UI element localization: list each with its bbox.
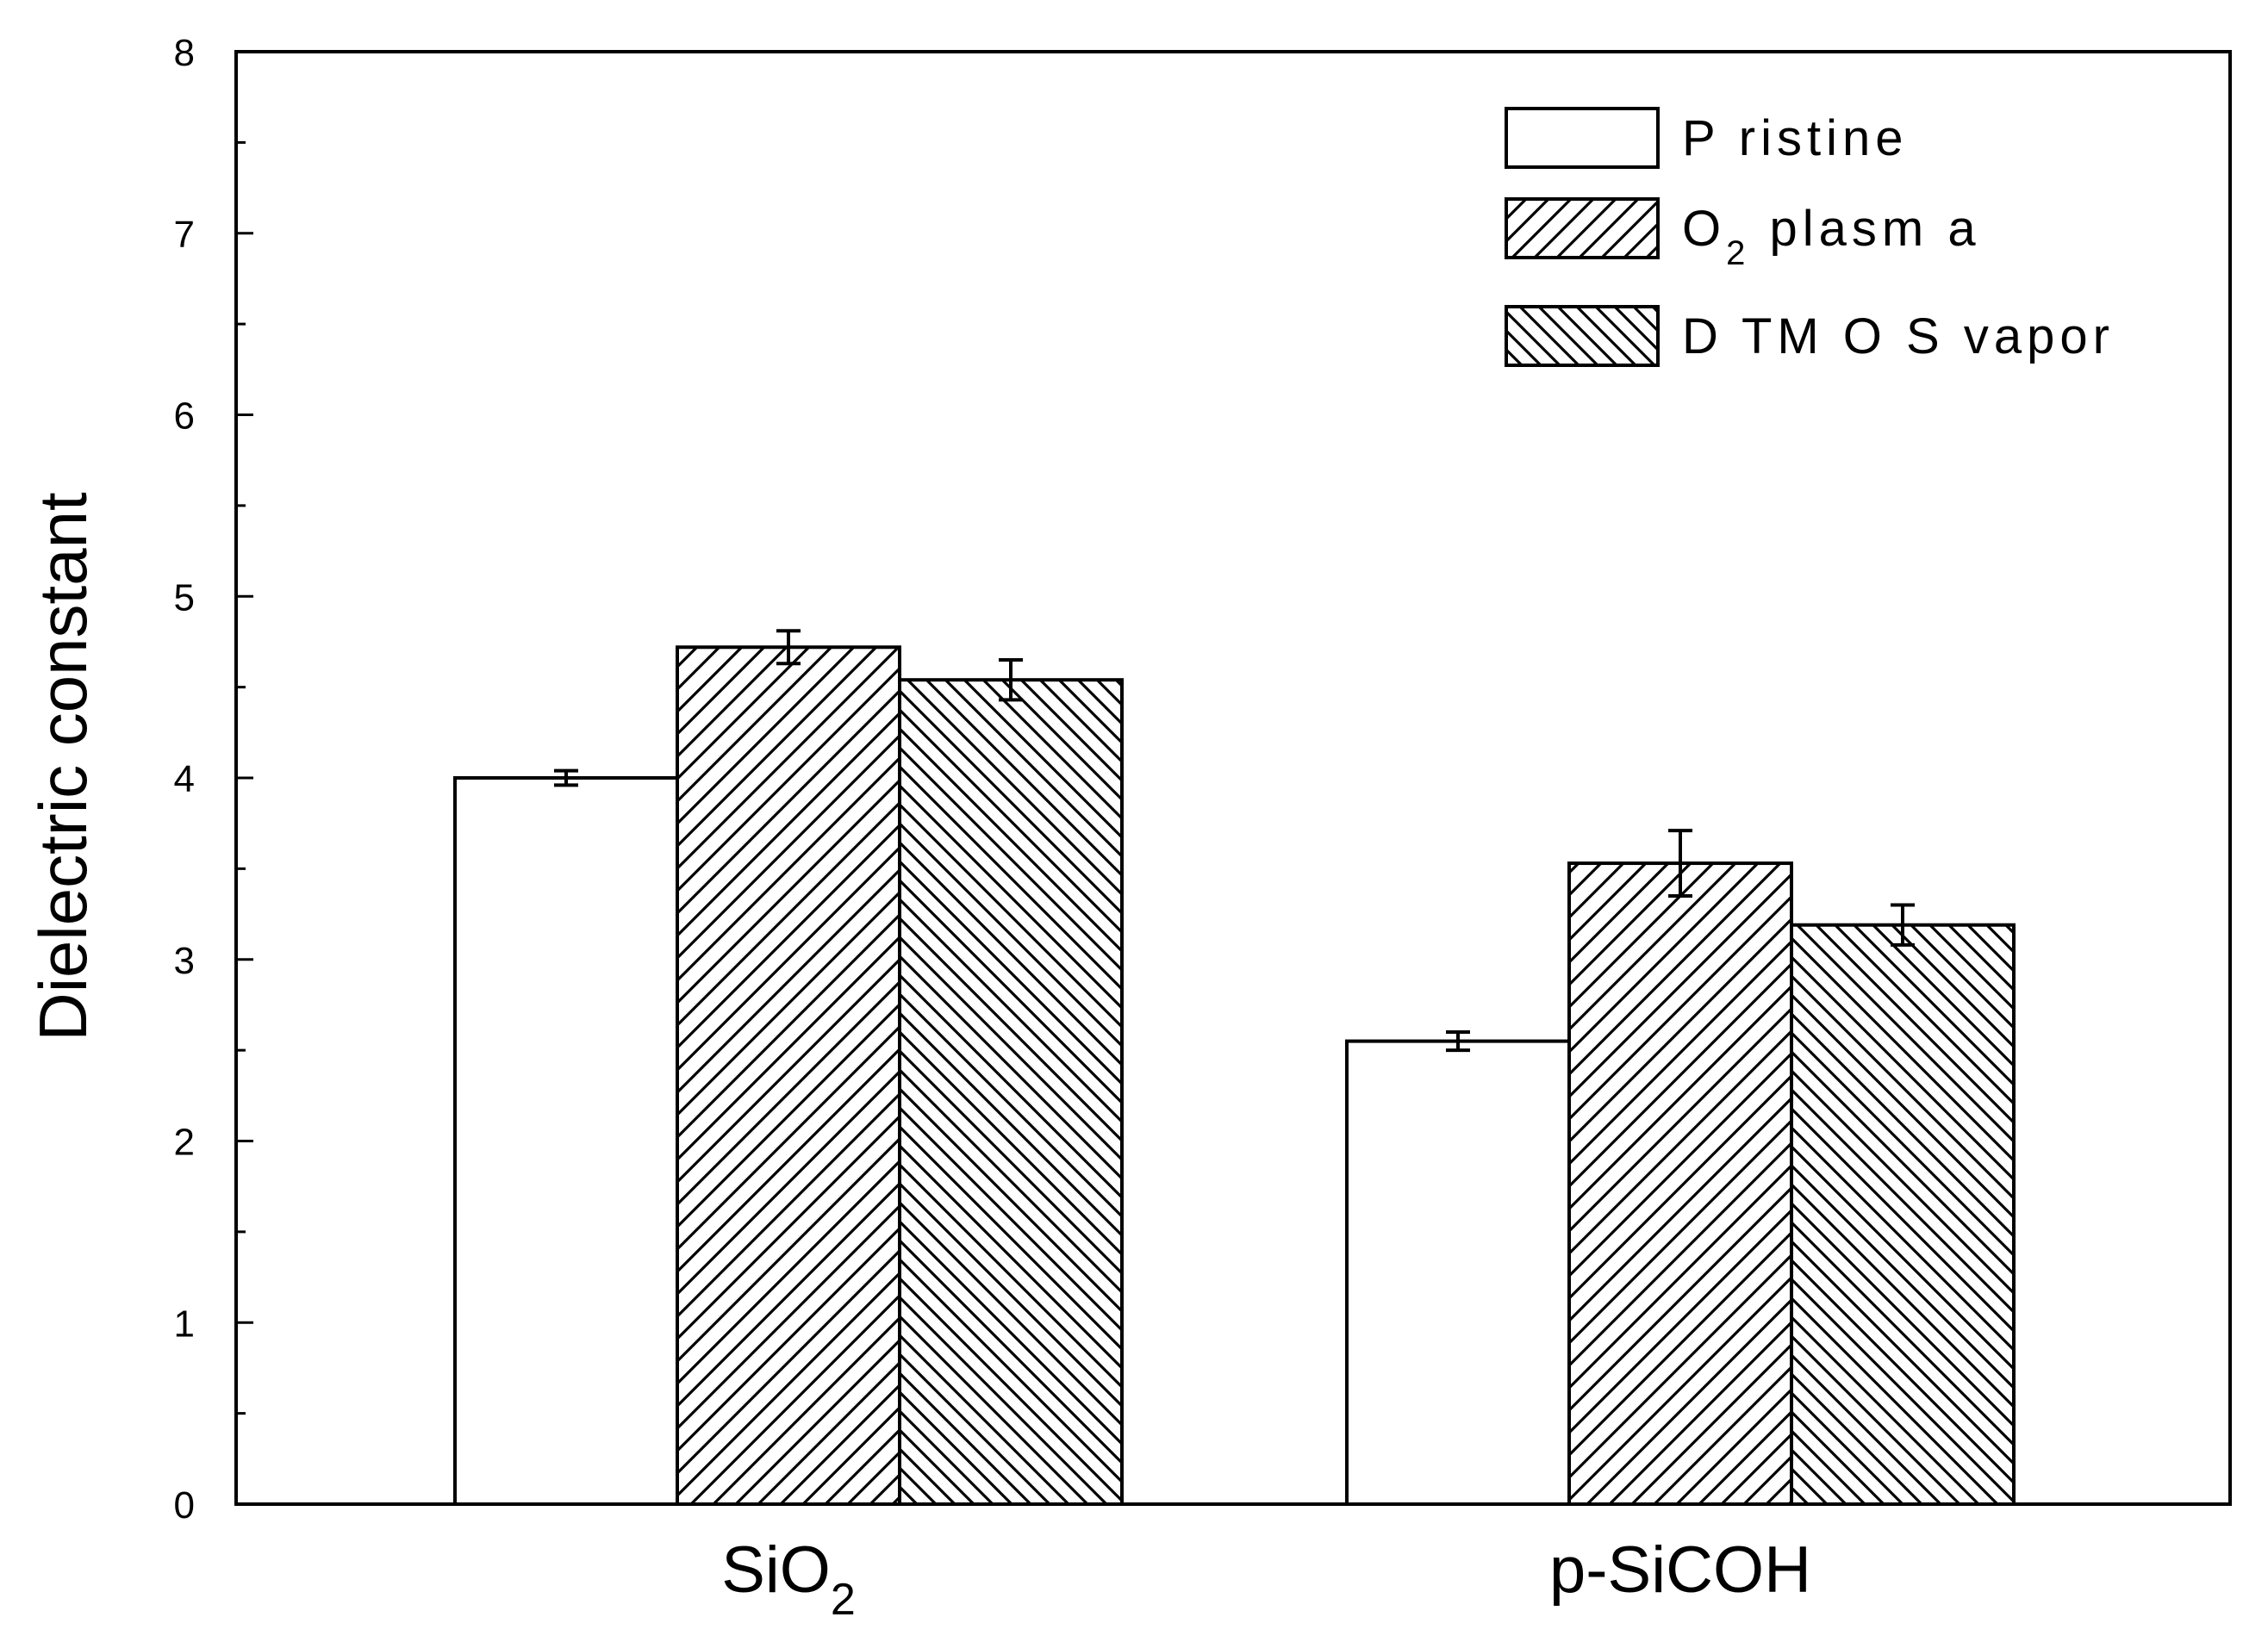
legend-item-o2-plasma: O2 plasm a: [1505, 197, 1981, 272]
y-tick-label-0: 0: [174, 1484, 195, 1527]
x-category-label-1: p-SiCOH: [1549, 1533, 1811, 1607]
legend-label: O2 plasm a: [1682, 201, 1981, 272]
legend: P ristine O2 plasm a D TM O S vapor: [1505, 107, 2115, 367]
y-tick-label-4: 4: [174, 758, 195, 800]
bar-dtmos-vapor-1: [1790, 923, 2016, 1506]
error-bar-o2-plasma-0: [776, 629, 801, 666]
y-tick-label-1: 1: [174, 1303, 195, 1345]
legend-label: P ristine: [1682, 110, 1908, 166]
error-bar-pristine-0: [554, 768, 578, 787]
error-bar-dtmos-vapor-1: [1891, 903, 1915, 947]
error-bar-dtmos-vapor-0: [999, 658, 1023, 702]
x-category-label-0: SiO2: [721, 1533, 856, 1625]
legend-swatch: [1505, 107, 1660, 169]
bar-pristine-0: [453, 776, 679, 1506]
bar-o2-plasma-0: [676, 645, 901, 1506]
y-tick-label-6: 6: [174, 395, 195, 438]
bar-o2-plasma-1: [1567, 861, 1793, 1506]
y-tick-label-3: 3: [174, 940, 195, 982]
error-bar-o2-plasma-1: [1668, 829, 1692, 898]
legend-label: D TM O S vapor: [1682, 308, 2115, 364]
bar-dtmos-vapor-0: [898, 678, 1124, 1506]
y-tick-label-8: 8: [174, 32, 195, 74]
y-axis-label: Dielectric constant: [25, 492, 101, 1042]
y-tick-label-7: 7: [174, 214, 195, 256]
legend-item-pristine: P ristine: [1505, 107, 1908, 169]
legend-swatch: [1505, 305, 1660, 367]
legend-swatch: [1505, 197, 1660, 259]
bar-pristine-1: [1345, 1039, 1571, 1506]
legend-item-dtmos-vapor: D TM O S vapor: [1505, 305, 2115, 367]
y-tick-label-5: 5: [174, 576, 195, 619]
y-tick-label-2: 2: [174, 1122, 195, 1164]
error-bar-pristine-1: [1446, 1030, 1470, 1053]
